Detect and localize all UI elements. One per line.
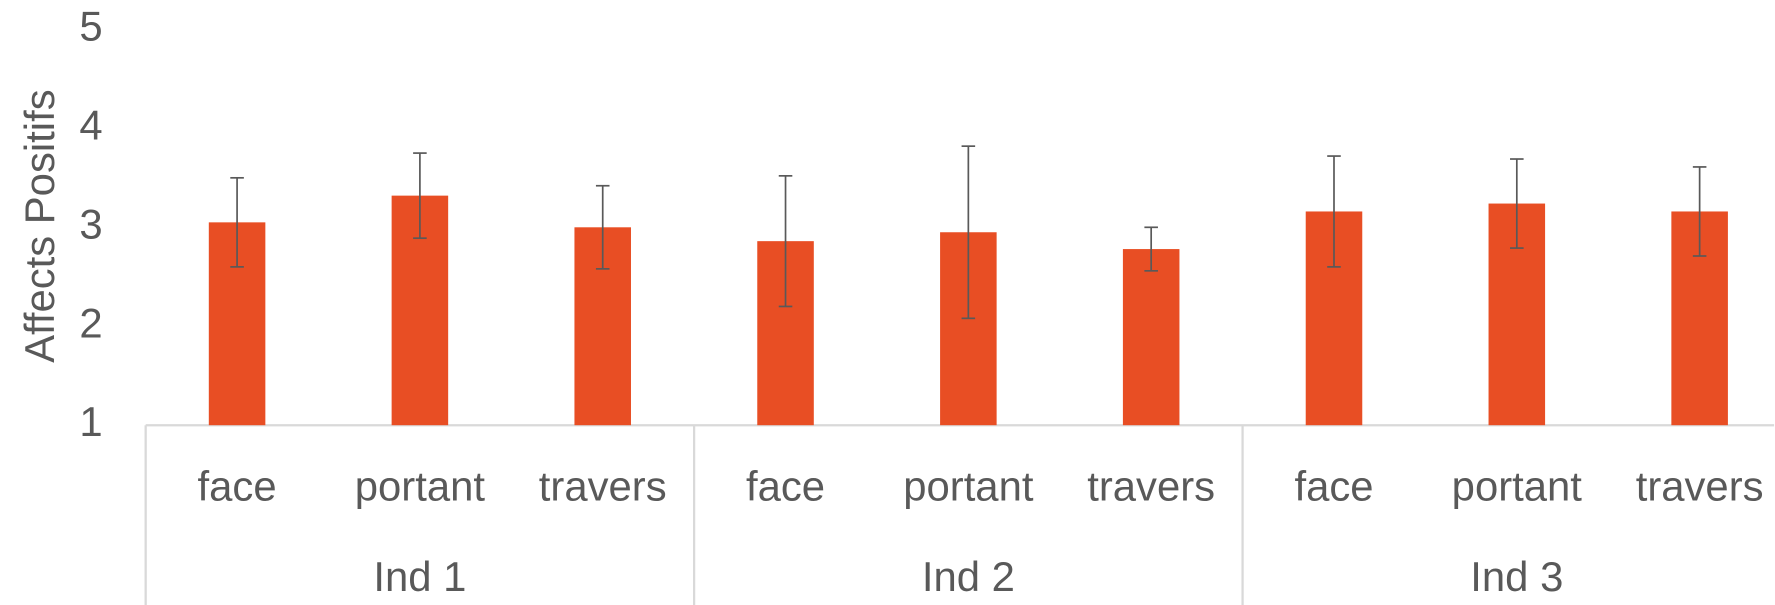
error-bar: [1510, 158, 1524, 249]
y-axis-title: Affects Positifs: [16, 89, 63, 363]
error-bar: [961, 145, 976, 320]
x-tick-label: travers: [539, 463, 667, 510]
y-tick-label: 3: [79, 200, 102, 247]
bar: [1122, 249, 1180, 426]
x-tick-label: face: [1294, 463, 1373, 510]
x-tick-label: portant: [903, 463, 1034, 510]
x-tick-label: face: [198, 463, 277, 510]
x-tick-label: portant: [355, 463, 486, 510]
x-tick-label: travers: [1636, 463, 1764, 510]
error-bar: [1327, 155, 1341, 268]
x-tick-label: portant: [1452, 463, 1583, 510]
y-tick-label: 4: [79, 101, 102, 148]
group-label: Ind 3: [1470, 553, 1563, 600]
error-bar: [595, 184, 610, 270]
y-tick-label: 5: [79, 2, 102, 49]
group-label: Ind 2: [922, 553, 1015, 600]
group-label: Ind 1: [373, 553, 466, 600]
x-tick-label: travers: [1087, 463, 1215, 510]
error-bar: [1692, 166, 1707, 257]
y-tick-label: 2: [79, 299, 102, 346]
error-bar: [1144, 226, 1158, 272]
error-bar: [778, 174, 793, 308]
error-bar: [413, 152, 427, 240]
y-tick-label: 1: [79, 398, 102, 445]
x-tick-label: face: [746, 463, 825, 510]
error-bar: [230, 176, 244, 268]
